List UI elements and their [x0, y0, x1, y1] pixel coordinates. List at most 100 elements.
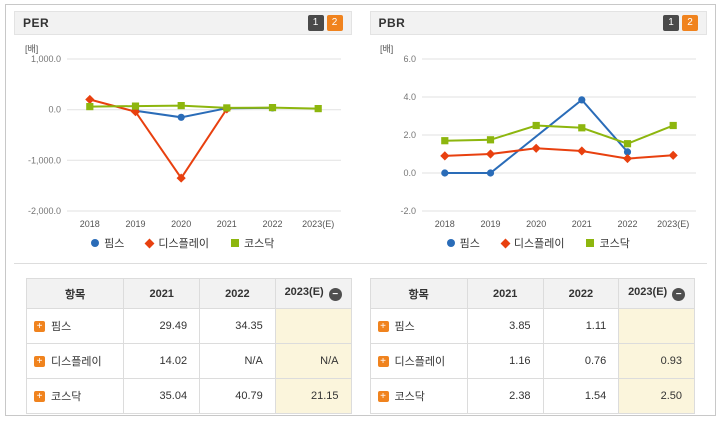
- legend-label: 핌스: [459, 238, 480, 250]
- row-label: 핌스: [51, 321, 72, 333]
- data-point: [532, 121, 541, 130]
- column-header: 2022: [199, 278, 276, 309]
- data-point: [623, 153, 633, 164]
- y-tick-label: 6.0: [404, 54, 417, 64]
- x-tick-label: 2018: [80, 219, 100, 229]
- row-label: 디스플레이: [51, 356, 102, 368]
- data-point: [85, 103, 94, 111]
- legend-label: 핌스: [104, 238, 125, 250]
- legend-item: 디스플레이: [500, 235, 564, 251]
- legend-label: 코스닥: [243, 238, 275, 250]
- circle-marker-icon: [91, 239, 100, 247]
- table-row: + 디스플레이 1.16 0.76 0.93: [369, 343, 695, 379]
- legend-item: 핌스: [91, 235, 124, 251]
- y-tick-label: 4.0: [404, 92, 417, 102]
- legend-item: 코스닥: [586, 235, 630, 251]
- collapse-column-icon[interactable]: −: [672, 288, 686, 301]
- data-point: [130, 107, 140, 117]
- per-title: PER: [23, 16, 50, 30]
- per-page-1-button[interactable]: 1: [307, 15, 324, 31]
- collapse-column-icon[interactable]: −: [328, 288, 342, 301]
- series-0: [441, 96, 632, 177]
- series-line: [445, 124, 674, 145]
- pbr-title: PBR: [378, 16, 406, 30]
- value-cell: 29.49: [123, 308, 201, 344]
- series-1: [84, 94, 232, 183]
- header-row: 항목 2021 2022 2023(E) −: [25, 278, 352, 309]
- data-point: [314, 105, 322, 113]
- column-header-label: 항목: [408, 288, 429, 301]
- value-cell: 0.93: [618, 343, 695, 379]
- expand-row-icon[interactable]: +: [377, 356, 389, 367]
- legend-label: 코스닥: [599, 238, 630, 250]
- data-point: [177, 113, 185, 121]
- y-tick-label: -2,000.0: [28, 206, 61, 216]
- value-cell: [618, 308, 695, 344]
- per-table-box: 항목 2021 2022 2023(E) − + 핌스 29.49 34.35 + 디스플레이 14.…: [25, 278, 352, 414]
- legend-item: 핌스: [446, 235, 480, 251]
- expand-row-icon[interactable]: +: [34, 391, 45, 402]
- data-point: [578, 96, 586, 104]
- data-point: [668, 150, 679, 160]
- x-tick-label: 2023(E): [657, 219, 689, 229]
- data-point: [84, 94, 95, 105]
- pbr-chart: 6.0 4.0 2.0 0.0 -2.0 [배] 2018 2019 2020 2021 2022 2…: [370, 35, 708, 251]
- valuation-table: 항목 2021 2022 2023(E) − + 핌스 29.49 34.35 + 디스플레이 14.…: [25, 278, 352, 414]
- panel-pbr: PBR 1 2 6.0 4.0 2.0 0.0 -2.0 [배] 2018 2019 2020 2…: [369, 11, 708, 251]
- data-point: [624, 148, 632, 156]
- data-point: [176, 173, 186, 183]
- data-point: [577, 146, 587, 156]
- column-header-label: 2021: [149, 287, 174, 300]
- y-axis-unit-label: [배]: [380, 44, 393, 54]
- x-tick-label: 2019: [481, 219, 501, 229]
- column-header: 항목: [369, 278, 468, 309]
- table-row: + 핌스 29.49 34.35: [25, 308, 352, 344]
- value-cell: 2.50: [618, 378, 695, 414]
- valuation-widget: PER 1 2 1,000.0 0.0 -1,000.0 -2,000.0 [배] 201…: [5, 4, 716, 416]
- legend-item: 코스닥: [230, 235, 275, 251]
- y-axis-unit-label: [배]: [25, 44, 38, 54]
- data-point: [222, 104, 231, 112]
- pbr-header: PBR 1 2: [369, 11, 707, 35]
- diamond-marker-icon: [500, 238, 511, 248]
- series-line: [445, 147, 674, 160]
- data-point: [486, 149, 496, 159]
- table-row: + 디스플레이 14.02 N/A N/A: [25, 343, 352, 379]
- data-point: [487, 169, 495, 177]
- data-point: [531, 143, 542, 153]
- per-page-2-button[interactable]: 2: [326, 15, 343, 31]
- data-point: [131, 102, 139, 110]
- row-label-cell: + 핌스: [369, 308, 468, 344]
- column-header-label: 2023(E): [284, 286, 324, 298]
- row-label-cell: + 핌스: [25, 308, 125, 344]
- per-line-chart: 1,000.0 0.0 -1,000.0 -2,000.0 [배] 2018 2019 202…: [25, 44, 341, 229]
- value-cell: N/A: [199, 343, 276, 379]
- expand-row-icon[interactable]: +: [377, 391, 389, 402]
- legend-item: 디스플레이: [144, 235, 209, 251]
- data-point: [440, 151, 450, 161]
- data-point: [441, 169, 449, 177]
- data-point: [177, 102, 185, 110]
- pbr-page-1-button[interactable]: 1: [663, 15, 679, 31]
- series-2: [441, 121, 678, 148]
- series-line: [445, 98, 629, 174]
- y-tick-label: 0.0: [48, 105, 61, 115]
- valuation-table: 항목 2021 2022 2023(E) − + 핌스 3.85 1.11 + 디스플레이 1.16 0…: [369, 278, 696, 414]
- expand-row-icon[interactable]: +: [34, 356, 45, 367]
- circle-marker-icon: [446, 239, 455, 247]
- pbr-line-chart: 6.0 4.0 2.0 0.0 -2.0 [배] 2018 2019 2020 2021 2022 2…: [380, 44, 697, 229]
- data-point: [487, 136, 495, 144]
- y-tick-label: 2.0: [404, 130, 417, 140]
- pbr-page-2-button[interactable]: 2: [682, 15, 698, 31]
- expand-row-icon[interactable]: +: [34, 321, 45, 332]
- expand-row-icon[interactable]: +: [377, 321, 389, 332]
- row-label: 핌스: [394, 321, 415, 333]
- row-label-cell: + 디스플레이: [369, 343, 468, 379]
- x-tick-label: 2020: [526, 219, 546, 229]
- square-marker-icon: [230, 239, 239, 247]
- column-header-label: 항목: [65, 288, 86, 301]
- value-cell: 14.02: [123, 343, 201, 379]
- y-tick-label: -2.0: [401, 206, 417, 216]
- chart-legend: 핌스 디스플레이 코스닥: [14, 235, 352, 251]
- column-header: 2021: [123, 278, 201, 309]
